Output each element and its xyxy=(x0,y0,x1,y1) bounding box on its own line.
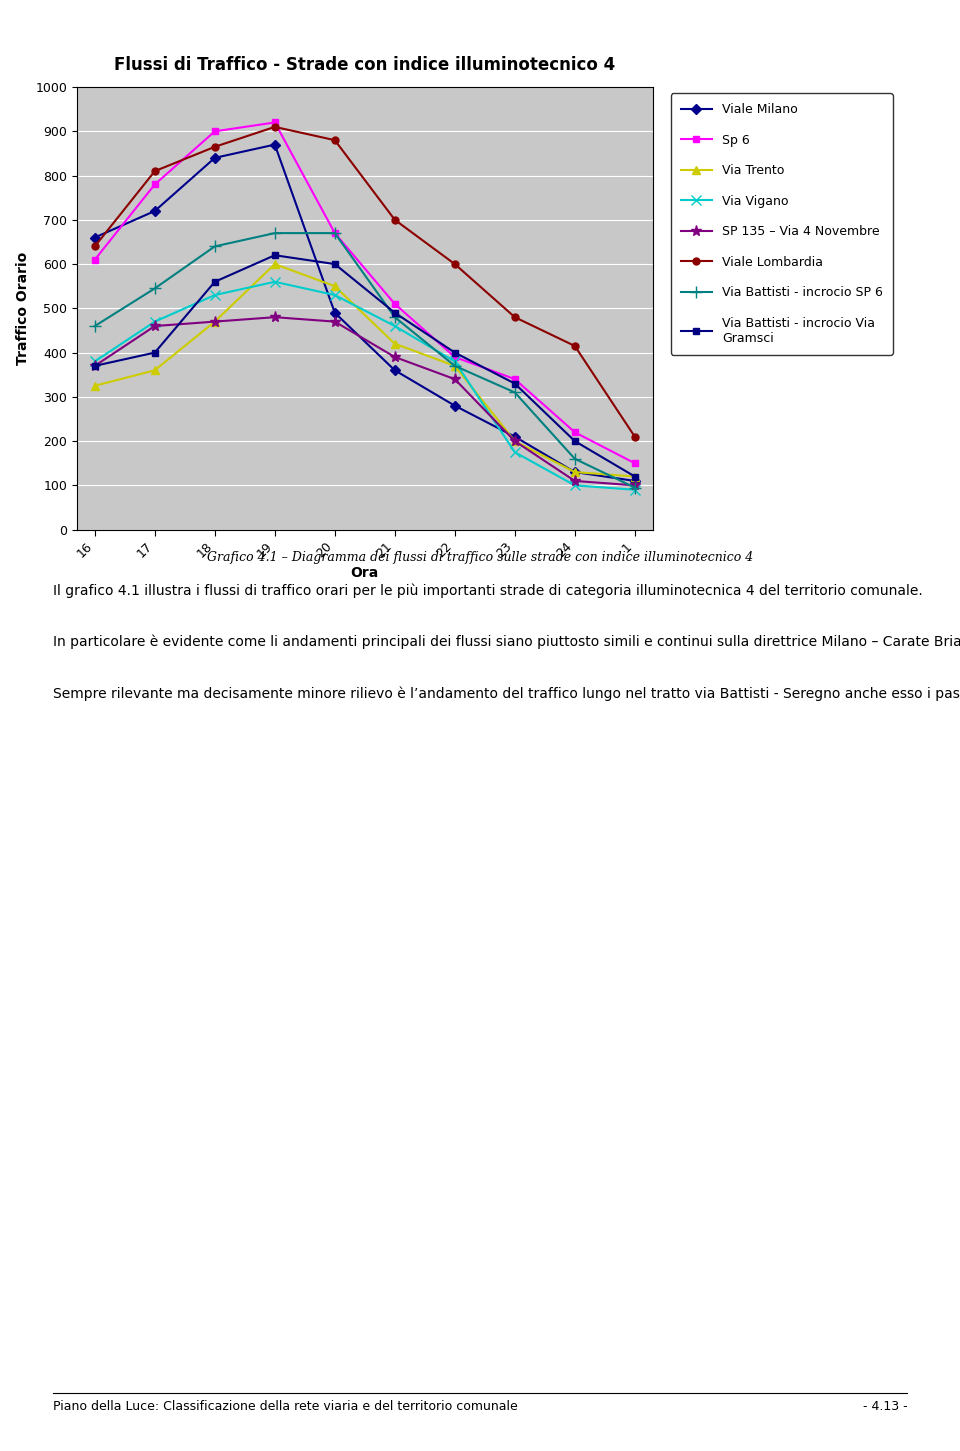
Sp 6 xyxy=(149,176,160,193)
Legend: Viale Milano, Sp 6, Via Trento, Via Vigano, SP 135 – Via 4 Novembre, Viale Lomba: Viale Milano, Sp 6, Via Trento, Via Viga… xyxy=(671,93,893,355)
Via Battisti - incrocio Via
Gramsci xyxy=(509,374,520,392)
Sp 6 xyxy=(269,113,280,131)
Line: Sp 6: Sp 6 xyxy=(91,119,638,467)
Via Battisti - incrocio SP 6 xyxy=(89,318,101,335)
Sp 6 xyxy=(389,295,400,312)
SP 135 – Via 4 Novembre xyxy=(449,370,461,387)
Text: Sempre rilevante ma decisamente minore rilievo è l’andamento del traffico lungo : Sempre rilevante ma decisamente minore r… xyxy=(53,686,960,701)
SP 135 – Via 4 Novembre xyxy=(89,357,101,374)
Sp 6 xyxy=(449,348,461,366)
Via Battisti - incrocio SP 6 xyxy=(449,357,461,374)
Via Vigano xyxy=(149,313,160,331)
Via Trento xyxy=(209,313,221,331)
Via Battisti - incrocio Via
Gramsci xyxy=(569,432,581,450)
Via Battisti - incrocio SP 6 xyxy=(629,479,640,496)
Via Trento xyxy=(629,467,640,485)
Via Battisti - incrocio Via
Gramsci xyxy=(209,273,221,290)
SP 135 – Via 4 Novembre xyxy=(329,313,341,331)
Viale Milano xyxy=(209,149,221,167)
Viale Milano xyxy=(629,472,640,489)
Title: Flussi di Traffico - Strade con indice illuminotecnico 4: Flussi di Traffico - Strade con indice i… xyxy=(114,57,615,74)
Viale Milano xyxy=(149,202,160,219)
Viale Lombardia xyxy=(209,138,221,155)
Via Vigano xyxy=(209,286,221,303)
Via Battisti - incrocio Via
Gramsci xyxy=(629,467,640,485)
Y-axis label: Traffico Orario: Traffico Orario xyxy=(15,251,30,366)
Line: Via Battisti - incrocio SP 6: Via Battisti - incrocio SP 6 xyxy=(89,228,640,493)
Viale Lombardia xyxy=(449,255,461,273)
Via Battisti - incrocio SP 6 xyxy=(569,450,581,467)
Via Trento xyxy=(149,361,160,379)
Viale Milano xyxy=(269,136,280,154)
Via Battisti - incrocio Via
Gramsci xyxy=(389,305,400,322)
Via Battisti - incrocio SP 6 xyxy=(509,383,520,400)
X-axis label: Ora: Ora xyxy=(350,566,379,580)
Via Battisti - incrocio Via
Gramsci xyxy=(89,357,101,374)
Line: Via Trento: Via Trento xyxy=(90,260,639,480)
Via Vigano xyxy=(509,444,520,461)
Viale Lombardia xyxy=(509,309,520,326)
Viale Lombardia xyxy=(629,428,640,445)
Via Battisti - incrocio Via
Gramsci xyxy=(149,344,160,361)
Viale Milano xyxy=(569,463,581,480)
Viale Milano xyxy=(509,428,520,445)
Viale Lombardia xyxy=(89,238,101,255)
Viale Lombardia xyxy=(569,337,581,354)
Viale Milano xyxy=(329,305,341,322)
Via Vigano xyxy=(89,353,101,370)
Via Battisti - incrocio SP 6 xyxy=(149,280,160,297)
Via Vigano xyxy=(569,476,581,493)
Text: Piano della Luce: Classificazione della rete viaria e del territorio comunale: Piano della Luce: Classificazione della … xyxy=(53,1400,517,1413)
Via Battisti - incrocio SP 6 xyxy=(269,225,280,242)
Via Vigano xyxy=(389,318,400,335)
SP 135 – Via 4 Novembre xyxy=(269,309,280,326)
Sp 6 xyxy=(329,225,341,242)
Line: Viale Lombardia: Viale Lombardia xyxy=(91,123,638,440)
Viale Milano xyxy=(449,398,461,415)
Line: SP 135 – Via 4 Novembre: SP 135 – Via 4 Novembre xyxy=(89,312,640,490)
Via Trento xyxy=(569,463,581,480)
Via Trento xyxy=(509,432,520,450)
Via Trento xyxy=(89,377,101,395)
Via Trento xyxy=(269,255,280,273)
Sp 6 xyxy=(89,251,101,268)
SP 135 – Via 4 Novembre xyxy=(509,432,520,450)
SP 135 – Via 4 Novembre xyxy=(629,476,640,493)
Sp 6 xyxy=(569,424,581,441)
Viale Lombardia xyxy=(389,212,400,229)
Via Battisti - incrocio Via
Gramsci xyxy=(269,247,280,264)
Text: In particolare è evidente come li andamenti principali dei flussi siano piuttost: In particolare è evidente come li andame… xyxy=(53,634,960,649)
Viale Lombardia xyxy=(149,163,160,180)
SP 135 – Via 4 Novembre xyxy=(149,318,160,335)
Sp 6 xyxy=(629,454,640,472)
SP 135 – Via 4 Novembre xyxy=(209,313,221,331)
Viale Lombardia xyxy=(329,132,341,149)
Sp 6 xyxy=(209,123,221,141)
Via Vigano xyxy=(629,482,640,499)
Viale Milano xyxy=(89,229,101,247)
Via Trento xyxy=(389,335,400,353)
Via Vigano xyxy=(269,273,280,290)
Text: - 4.13 -: - 4.13 - xyxy=(863,1400,907,1413)
Line: Via Vigano: Via Vigano xyxy=(90,277,639,495)
Via Battisti - incrocio SP 6 xyxy=(329,225,341,242)
Via Trento xyxy=(449,357,461,374)
Line: Viale Milano: Viale Milano xyxy=(91,141,638,485)
Via Battisti - incrocio Via
Gramsci xyxy=(449,344,461,361)
SP 135 – Via 4 Novembre xyxy=(389,348,400,366)
Line: Via Battisti - incrocio Via
Gramsci: Via Battisti - incrocio Via Gramsci xyxy=(91,252,638,480)
Via Vigano xyxy=(329,286,341,303)
Viale Milano xyxy=(389,361,400,379)
SP 135 – Via 4 Novembre xyxy=(569,472,581,489)
Via Battisti - incrocio SP 6 xyxy=(209,238,221,255)
Text: Il grafico 4.1 illustra i flussi di traffico orari per le più importanti strade : Il grafico 4.1 illustra i flussi di traf… xyxy=(53,583,923,598)
Via Vigano xyxy=(449,353,461,370)
Sp 6 xyxy=(509,370,520,387)
Text: Grafico 4.1 – Diagramma dei flussi di traffico sulle strade con indice illuminot: Grafico 4.1 – Diagramma dei flussi di tr… xyxy=(206,551,754,564)
Via Battisti - incrocio Via
Gramsci xyxy=(329,255,341,273)
Via Trento xyxy=(329,277,341,295)
Via Battisti - incrocio SP 6 xyxy=(389,309,400,326)
Viale Lombardia xyxy=(269,118,280,135)
